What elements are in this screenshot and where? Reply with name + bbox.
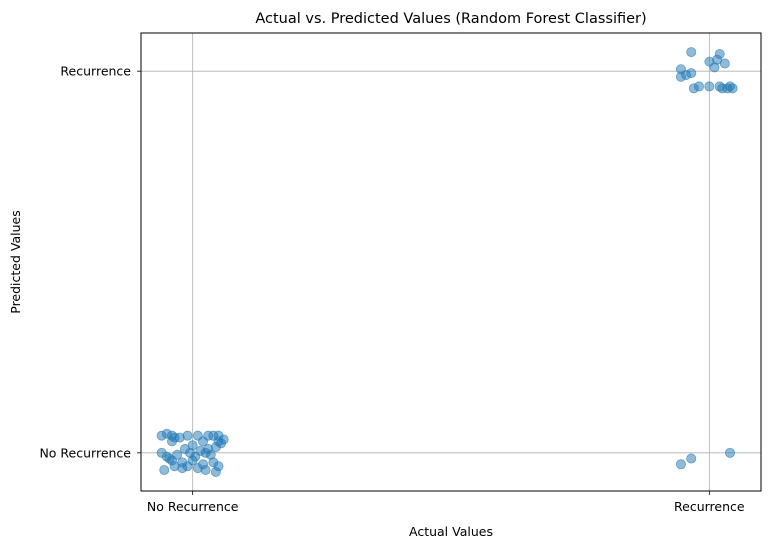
data-point: [159, 465, 170, 476]
data-point: [203, 444, 214, 455]
data-point: [675, 71, 686, 82]
data-point: [686, 68, 697, 79]
plot-area-frame: [140, 32, 762, 492]
data-point: [675, 459, 686, 470]
x-axis-label: Actual Values: [409, 524, 493, 539]
chart-title: Actual vs. Predicted Values (Random Fore…: [255, 11, 646, 27]
data-point: [686, 453, 697, 464]
grid: [141, 33, 761, 491]
data-point: [686, 47, 697, 58]
data-point: [694, 81, 705, 92]
data-point: [200, 465, 211, 476]
data-point: [704, 81, 715, 92]
data-points: [156, 47, 738, 477]
data-point: [725, 447, 736, 458]
y-tick-label: Recurrence: [60, 64, 131, 79]
x-tick-label: No Recurrence: [147, 499, 239, 514]
y-tick-label: No Recurrence: [39, 445, 131, 460]
data-point: [709, 62, 720, 73]
data-point: [213, 461, 224, 472]
data-point: [719, 58, 730, 69]
data-point: [164, 453, 175, 464]
ticks: No Recurrence Recurrence No Recurrence Recu…: [39, 64, 744, 514]
data-point: [182, 430, 193, 441]
y-axis-label: Predicted Values: [8, 210, 23, 314]
data-point: [182, 461, 193, 472]
x-tick-label: Recurrence: [674, 499, 745, 514]
data-point: [727, 83, 738, 94]
